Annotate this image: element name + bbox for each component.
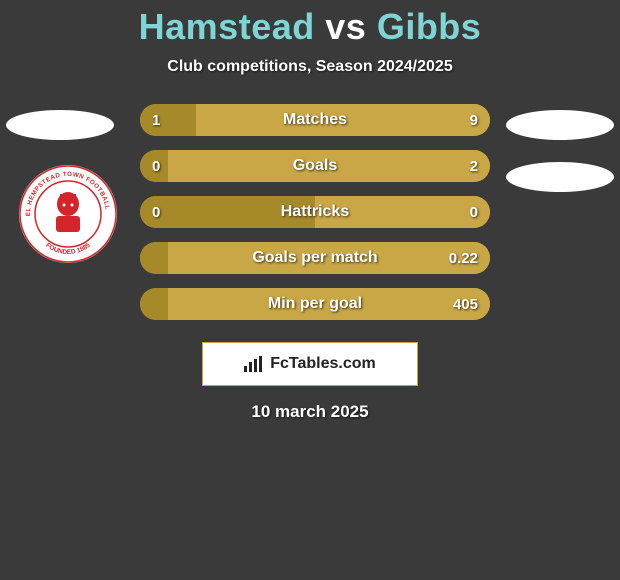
stat-row: Matches1 9: [140, 104, 490, 136]
date-text: 10 march 2025: [0, 402, 620, 422]
player2-name: Gibbs: [377, 6, 482, 47]
player1-name: Hamstead: [139, 6, 315, 47]
stat-row: Min per goal405: [140, 288, 490, 320]
stat-label: Matches: [140, 104, 490, 136]
player2-badge-placeholder-2: [506, 162, 614, 192]
player2-value: 2: [470, 150, 478, 182]
player2-value: 405: [453, 288, 478, 320]
player2-value: 0: [470, 196, 478, 228]
stat-label: Hattricks: [140, 196, 490, 228]
stat-row: Hattricks0 0: [140, 196, 490, 228]
player2-value: 9: [470, 104, 478, 136]
stat-bars: Matches19Goals02Hattricks00Goals per mat…: [140, 104, 490, 334]
player2-badge-placeholder-1: [506, 110, 614, 140]
player1-value: 0: [152, 150, 160, 182]
chart-icon: [244, 356, 264, 372]
stat-row: Goals per match0.22: [140, 242, 490, 274]
player1-value: 0: [152, 196, 160, 228]
player2-value: 0.22: [449, 242, 478, 274]
player1-badge-placeholder: [6, 110, 114, 140]
stat-label: Min per goal: [140, 288, 490, 320]
attribution-text: FcTables.com: [270, 355, 376, 373]
attribution-box: FcTables.com: [202, 342, 418, 386]
player1-value: 1: [152, 104, 160, 136]
stat-label: Goals: [140, 150, 490, 182]
stat-row: Goals0 2: [140, 150, 490, 182]
chart-area: HEMEL HEMPSTEAD TOWN FOOTBALL CLUB FOUND…: [0, 104, 620, 334]
stat-label: Goals per match: [140, 242, 490, 274]
comparison-title: Hamstead vs Gibbs: [0, 0, 620, 48]
club-crest: HEMEL HEMPSTEAD TOWN FOOTBALL CLUB FOUND…: [18, 164, 118, 264]
vs-text: vs: [325, 6, 366, 47]
subtitle: Club competitions, Season 2024/2025: [0, 58, 620, 76]
